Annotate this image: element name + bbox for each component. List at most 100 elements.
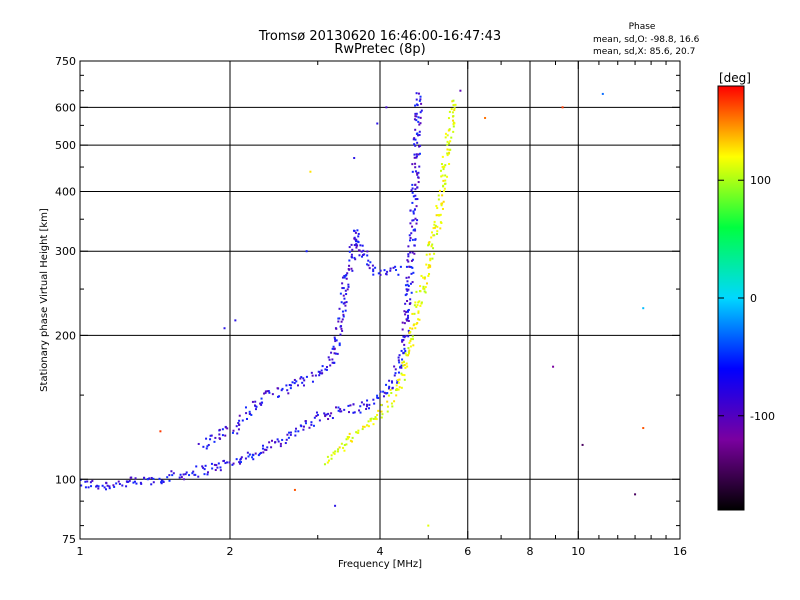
trace-point-0 — [405, 293, 408, 296]
trace-point-1 — [346, 272, 349, 275]
trace-point-0 — [132, 481, 135, 484]
trace-point-2 — [376, 413, 379, 416]
trace-point-0 — [410, 189, 413, 192]
x-tick-label: 10 — [571, 545, 585, 558]
trace-point-2 — [433, 252, 436, 255]
trace-point-0 — [417, 134, 420, 137]
trace-point-0 — [418, 123, 421, 126]
trace-point-0 — [385, 383, 388, 386]
trace-point-0 — [323, 412, 326, 415]
trace-point-1 — [343, 297, 346, 300]
trace-point-0 — [343, 408, 346, 411]
trace-point-1 — [344, 304, 347, 307]
trace-point-0 — [257, 454, 260, 457]
scatter-point — [334, 504, 337, 507]
trace-point-0 — [335, 406, 338, 409]
trace-point-0 — [360, 401, 363, 404]
trace-point-1 — [281, 387, 284, 390]
trace-point-0 — [121, 484, 124, 487]
trace-point-0 — [404, 284, 407, 287]
trace-point-1 — [344, 289, 347, 292]
trace-point-1 — [248, 410, 251, 413]
trace-point-0 — [416, 132, 419, 135]
trace-point-1 — [218, 428, 221, 431]
trace-point-1 — [356, 229, 359, 232]
trace-point-0 — [203, 468, 206, 471]
trace-point-0 — [400, 366, 403, 369]
x-tick-label: 8 — [527, 545, 534, 558]
trace-point-0 — [304, 420, 307, 423]
trace-point-2 — [448, 151, 451, 154]
trace-point-1 — [245, 412, 248, 415]
trace-point-1 — [367, 259, 370, 262]
trace-point-0 — [217, 462, 220, 465]
trace-point-2 — [452, 125, 455, 128]
trace-point-2 — [439, 213, 442, 216]
trace-point-2 — [402, 361, 405, 364]
trace-point-0 — [260, 451, 263, 454]
trace-point-0 — [140, 482, 143, 485]
trace-point-2 — [435, 204, 438, 207]
trace-point-0 — [89, 481, 92, 484]
trace-point-0 — [379, 390, 382, 393]
trace-point-0 — [115, 482, 118, 485]
trace-point-0 — [400, 364, 403, 367]
trace-point-2 — [427, 264, 430, 267]
trace-point-1 — [335, 339, 338, 342]
trace-point-0 — [414, 144, 417, 147]
trace-point-0 — [270, 446, 273, 449]
trace-point-1 — [221, 428, 224, 431]
trace-point-2 — [417, 301, 420, 304]
scatter-point — [459, 89, 462, 92]
trace-point-1 — [350, 243, 353, 246]
trace-point-2 — [369, 419, 372, 422]
trace-point-1 — [303, 379, 306, 382]
trace-point-1 — [351, 269, 354, 272]
trace-point-1 — [348, 259, 351, 262]
trace-point-1 — [379, 269, 382, 272]
trace-point-0 — [397, 371, 400, 374]
trace-point-0 — [399, 366, 402, 369]
trace-point-0 — [406, 317, 409, 320]
trace-point-2 — [442, 190, 445, 193]
trace-point-1 — [343, 274, 346, 277]
trace-point-0 — [179, 473, 182, 476]
trace-point-1 — [340, 327, 343, 330]
trace-point-0 — [231, 463, 234, 466]
trace-point-0 — [347, 404, 350, 407]
scatter-point — [305, 250, 308, 253]
trace-point-0 — [403, 347, 406, 350]
trace-point-1 — [300, 376, 303, 379]
trace-point-1 — [311, 374, 314, 377]
scatter-point — [385, 106, 388, 109]
trace-point-2 — [372, 417, 375, 420]
trace-point-1 — [206, 445, 209, 448]
trace-point-0 — [416, 219, 419, 222]
trace-point-2 — [345, 443, 348, 446]
trace-point-2 — [425, 263, 428, 266]
trace-point-0 — [414, 104, 417, 107]
trace-point-0 — [411, 258, 414, 261]
trace-point-1 — [371, 264, 374, 267]
trace-point-0 — [172, 472, 175, 475]
trace-point-1 — [352, 229, 355, 232]
trace-point-0 — [308, 426, 311, 429]
trace-point-2 — [417, 318, 420, 321]
trace-point-0 — [407, 276, 410, 279]
scatter-point — [427, 524, 430, 527]
trace-point-0 — [97, 485, 100, 488]
trace-point-1 — [288, 383, 291, 386]
x-axis-ticks: 1 2 4 6 8 10 16 — [77, 61, 687, 558]
trace-point-2 — [409, 327, 412, 330]
trace-point-1 — [372, 268, 375, 271]
y-axis-ticks: 75 100 200 300 400 500 600 750 — [55, 55, 680, 546]
trace-point-0 — [414, 138, 417, 141]
trace-point-0 — [411, 187, 414, 190]
trace-point-0 — [262, 444, 265, 447]
trace-point-1 — [209, 434, 212, 437]
trace-point-2 — [448, 162, 451, 165]
trace-point-0 — [409, 251, 412, 254]
scatter-point — [484, 116, 487, 119]
trace-point-1 — [395, 269, 398, 272]
trace-point-1 — [218, 433, 221, 436]
